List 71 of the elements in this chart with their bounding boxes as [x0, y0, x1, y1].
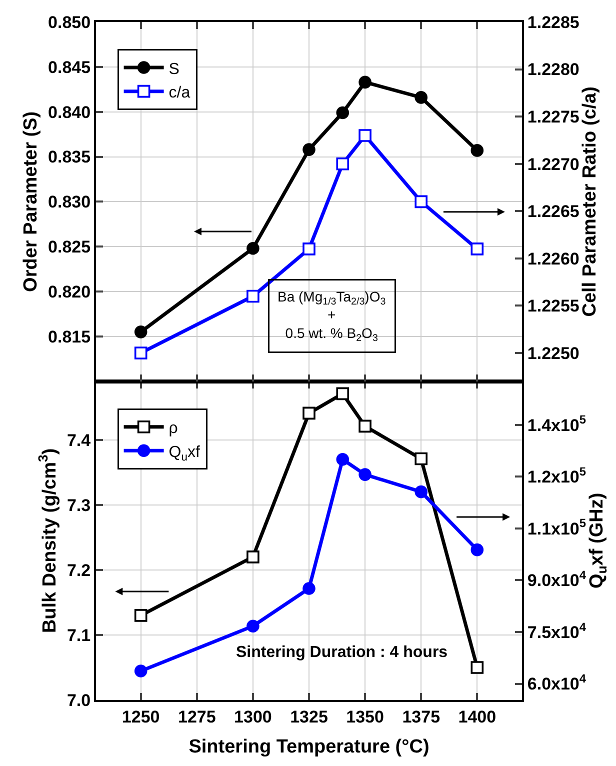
x-tick-label: 1325: [290, 707, 328, 726]
y2-axis-title: Cell Parameter Ratio (c/a): [580, 86, 601, 317]
x-tick-label: 1375: [402, 707, 440, 726]
text: Ba (Mg$_{1/3}$Ta$_{2/3}$)O$_{3}$ + 0.5 wt. % B$_{2}$O$_{3}$: [278, 288, 386, 344]
y-tick-label: 7.3: [66, 496, 91, 515]
point: [246, 290, 260, 303]
y-axis-title: Order Parameter (S): [20, 111, 42, 292]
y2-tick-label: 9.0x10$^{4}$: [527, 568, 586, 590]
point: [414, 452, 428, 466]
y2-tick-label: 1.2x10$^{5}$: [527, 464, 586, 487]
y-tick-label: 0.845: [48, 58, 91, 77]
y2-tick-label: 1.2280: [527, 60, 580, 80]
y2-tick-label: 1.1x10$^{5}$: [527, 516, 586, 538]
point: [470, 661, 484, 674]
point: [134, 346, 148, 360]
point: [358, 420, 372, 433]
point: [302, 143, 316, 156]
y-tick-label: 7.2: [66, 560, 91, 580]
point: [470, 242, 484, 256]
y2-tick-label: 1.2250: [527, 344, 580, 363]
x-tick-label: 1350: [346, 707, 384, 726]
point: [246, 242, 260, 255]
y2-tick-label: 1.2255: [527, 296, 580, 316]
y2-tick-label: 7.5x10$^{4}$: [527, 620, 586, 642]
point: [336, 452, 350, 466]
y-tick-label: 0.825: [48, 238, 91, 257]
y-tick-label: 0.830: [48, 192, 91, 212]
y2-tick-label: 1.2260: [527, 249, 580, 268]
y-tick-label: 0.820: [48, 282, 91, 302]
point: [134, 326, 148, 338]
x-tick-label: 1275: [178, 707, 216, 726]
point: [336, 157, 350, 170]
point: [470, 543, 484, 556]
y-tick-label: 0.840: [48, 102, 91, 122]
point: [358, 129, 372, 142]
point: [358, 76, 372, 89]
x-tick-label: 1250: [122, 707, 160, 726]
point: [134, 664, 148, 678]
x-tick-label: 1400: [458, 707, 496, 726]
x-axis-title: Sintering Temperature (°C): [188, 736, 430, 758]
y-tick-label: 0.835: [48, 148, 91, 167]
point: [470, 144, 484, 157]
y-tick-label: 7.1: [66, 626, 91, 645]
y2-tick-label: 1.2270: [527, 154, 580, 174]
legend-label: ρ: [168, 420, 178, 438]
y-tick-label: 7.4: [66, 430, 92, 450]
x-tick-label: 1300: [234, 707, 272, 726]
point: [302, 406, 316, 420]
y2-tick-label: 1.2275: [527, 108, 580, 127]
y-tick-label: 0.850: [48, 12, 91, 32]
legend-label: S: [168, 60, 180, 78]
point: [302, 582, 316, 595]
y-tick-label: 7.0: [66, 690, 91, 710]
point: [134, 609, 148, 622]
y2-tick-label: 6.0x10$^{4}$: [527, 672, 586, 694]
point: [336, 106, 350, 120]
point: [414, 91, 428, 104]
y2-tick-label: 1.4x10$^{5}$: [527, 412, 586, 435]
annotation: Sintering Duration : 4 hours: [236, 644, 448, 661]
point: [414, 485, 428, 498]
y-tick-label: 0.815: [48, 327, 91, 346]
y2-tick-label: 1.2285: [527, 12, 580, 32]
point: [246, 620, 260, 633]
point: [246, 550, 260, 564]
legend-label: Q$_{u}$xf: [168, 444, 200, 464]
legend-label: c/a: [168, 84, 190, 102]
point: [302, 242, 316, 256]
point: [336, 387, 350, 400]
y2-tick-label: 1.2265: [527, 202, 580, 222]
point: [414, 195, 428, 208]
point: [358, 468, 372, 481]
